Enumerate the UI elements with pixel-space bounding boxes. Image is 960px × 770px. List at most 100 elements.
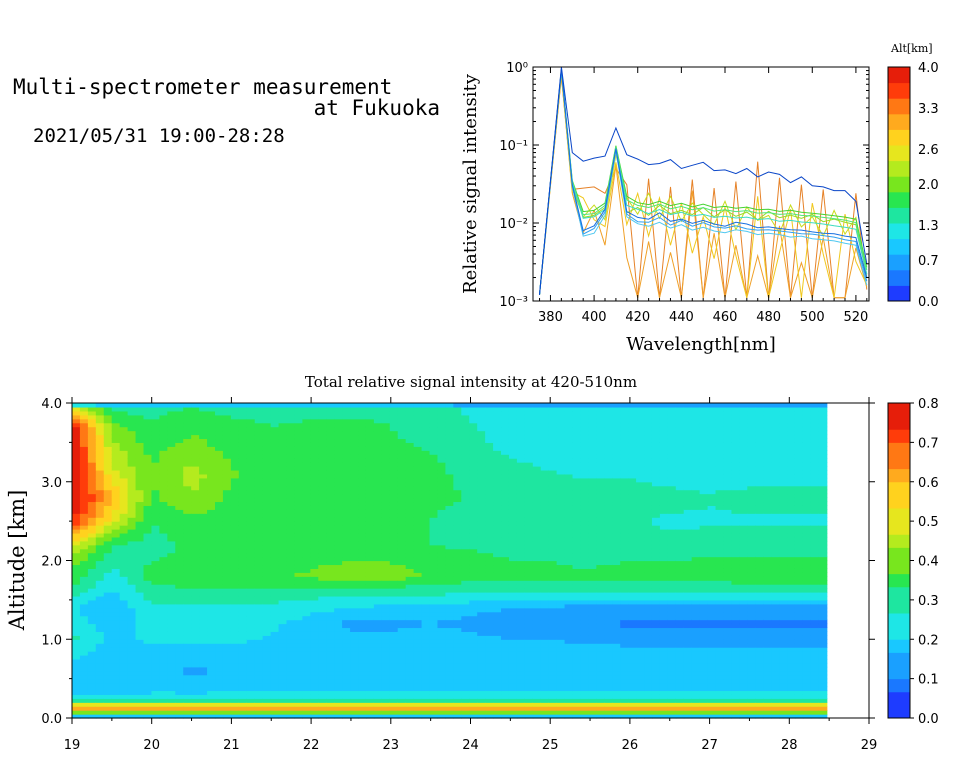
heatmap-cell <box>310 627 319 632</box>
heatmap-cell <box>413 430 423 436</box>
heatmap-cell <box>413 647 423 652</box>
heatmap-cell <box>405 580 415 585</box>
heatmap-cell <box>310 434 319 440</box>
heatmap-cell <box>334 714 343 719</box>
heatmap-cell <box>294 513 303 518</box>
heatmap-cell <box>238 462 248 467</box>
heatmap-cell <box>127 611 137 617</box>
heatmap-cell <box>286 658 296 664</box>
heatmap-cell <box>373 446 383 451</box>
heatmap-cell <box>381 702 391 707</box>
heatmap-cell <box>95 446 105 451</box>
heatmap-cell <box>72 560 81 566</box>
heatmap-cell <box>294 434 303 440</box>
heatmap-cell <box>222 698 232 703</box>
heatmap-cell <box>270 702 280 707</box>
heatmap-cell <box>350 493 359 499</box>
heatmap-cell <box>207 702 216 707</box>
heatmap-cell <box>95 505 105 510</box>
heatmap-cell <box>421 525 431 530</box>
heatmap-cell <box>294 592 303 597</box>
heatmap-cell <box>397 631 407 636</box>
heatmap-cell <box>222 446 232 451</box>
heatmap-cell <box>230 611 240 617</box>
heatmap-cell <box>318 702 327 707</box>
heatmap-cell <box>334 403 343 408</box>
heatmap-cell <box>326 678 335 684</box>
heatmap-cell <box>532 627 542 632</box>
heatmap-cell <box>469 403 478 408</box>
heatmap-cell <box>548 686 558 692</box>
heatmap-cell <box>461 611 470 617</box>
heatmap-cell <box>207 548 216 554</box>
heatmap-cell <box>485 477 494 483</box>
heatmap-cell <box>143 576 153 581</box>
heatmap-cell <box>167 706 176 711</box>
heatmap-cell <box>103 584 113 589</box>
heatmap-cell <box>429 406 439 412</box>
heatmap-cell <box>238 532 248 538</box>
heatmap-cell <box>334 544 343 550</box>
heatmap-cell <box>373 501 383 506</box>
heatmap-cell <box>310 446 319 451</box>
heatmap-cell <box>508 410 518 416</box>
heatmap-cell <box>167 690 176 695</box>
heatmap-cell <box>199 466 208 471</box>
heatmap-cell <box>246 662 256 668</box>
heatmap-cell <box>501 674 510 680</box>
heatmap-cell <box>453 481 462 487</box>
heatmap-cell <box>72 489 81 495</box>
heatmap-cell <box>119 592 129 597</box>
heatmap-cell <box>72 529 81 534</box>
heatmap-cell <box>127 466 137 471</box>
heatmap-cell <box>501 485 510 491</box>
heatmap-cell <box>397 619 407 625</box>
heatmap-cell <box>262 505 272 510</box>
heatmap-cell <box>222 458 232 463</box>
heatmap-cell <box>119 446 129 451</box>
heatmap-cell <box>302 568 311 573</box>
heatmap-cell <box>453 702 462 707</box>
heatmap-cell <box>365 568 375 573</box>
heatmap-cell <box>413 651 423 656</box>
heatmap-cell <box>405 627 415 632</box>
heatmap-cell <box>334 529 343 534</box>
heatmap-cell <box>532 560 542 566</box>
heatmap-cell <box>477 485 486 491</box>
heatmap-cell <box>429 418 439 424</box>
heatmap-cell <box>342 442 351 447</box>
heatmap-cell <box>429 643 439 648</box>
heatmap-cell <box>389 595 399 601</box>
heatmap-cell <box>318 564 327 569</box>
heatmap-cell <box>318 532 327 538</box>
heatmap-cell <box>119 525 129 530</box>
heatmap-cell <box>238 410 248 416</box>
heatmap-cell <box>167 406 176 412</box>
heatmap-cell <box>254 438 264 443</box>
heatmap-cell <box>413 454 423 459</box>
heatmap-cell <box>548 690 558 695</box>
heatmap-cell <box>302 509 311 514</box>
heatmap-cell <box>215 509 224 514</box>
heatmap-cell <box>246 615 256 621</box>
heatmap-cell <box>477 517 486 522</box>
heatmap-cell <box>159 627 168 632</box>
heatmap-cell <box>262 647 272 652</box>
heatmap-cell <box>103 588 113 593</box>
heatmap-cell <box>405 698 415 703</box>
heatmap-cell <box>222 473 232 479</box>
heatmap-cell <box>461 576 470 581</box>
heatmap-cell <box>270 588 280 593</box>
heatmap-cell <box>135 694 145 699</box>
heatmap-cell <box>286 450 296 455</box>
heatmap-cell <box>151 521 160 526</box>
heatmap-cell <box>405 631 415 636</box>
heatmap-cell <box>326 477 335 483</box>
heatmap-cell <box>191 662 200 668</box>
heatmap-cell <box>199 552 208 558</box>
heatmap-cell <box>358 694 367 699</box>
heatmap-cell <box>238 426 248 432</box>
altitude-colorbar-band <box>888 67 910 84</box>
heatmap-cell <box>87 706 97 711</box>
heatmap-cell <box>453 552 462 558</box>
